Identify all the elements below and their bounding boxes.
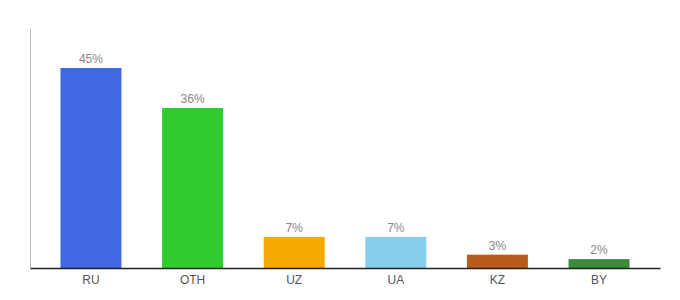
chart-svg: RU OTH UZ UA KZ BY 45% 36% 7% 7% 3% 2% [0,0,680,300]
data-label: 45% [79,52,103,66]
bar [264,237,325,268]
x-tick-label: BY [591,273,607,287]
x-axis-line [31,268,661,270]
chart-container: RU OTH UZ UA KZ BY 45% 36% 7% 7% 3% 2% [0,0,680,300]
data-label: 7% [387,221,405,235]
x-tick: UA [387,268,404,287]
x-tick: UZ [286,268,302,287]
bar [162,108,223,268]
data-labels: 45% 36% 7% 7% 3% 2% [79,52,608,257]
x-tick-label: UA [387,273,404,287]
x-tick: BY [591,268,607,287]
bars [60,68,629,268]
bar [467,255,528,268]
data-label: 3% [489,239,507,253]
bar [60,68,121,268]
x-tick: KZ [490,268,505,287]
x-axis: RU OTH UZ UA KZ BY [31,268,661,287]
y-axis-line [30,29,31,269]
x-tick-label: RU [82,273,99,287]
x-tick: RU [82,268,99,287]
x-tick-label: UZ [286,273,302,287]
x-tick: OTH [180,268,205,287]
x-tick-label: OTH [180,273,205,287]
plot-area: RU OTH UZ UA KZ BY 45% 36% 7% 7% 3% 2% [31,29,661,287]
y-axis [30,29,31,269]
bar [365,237,426,268]
data-label: 7% [286,221,304,235]
data-label: 36% [181,92,205,106]
x-tick-label: KZ [490,273,505,287]
bar [569,259,630,268]
data-label: 2% [590,243,608,257]
